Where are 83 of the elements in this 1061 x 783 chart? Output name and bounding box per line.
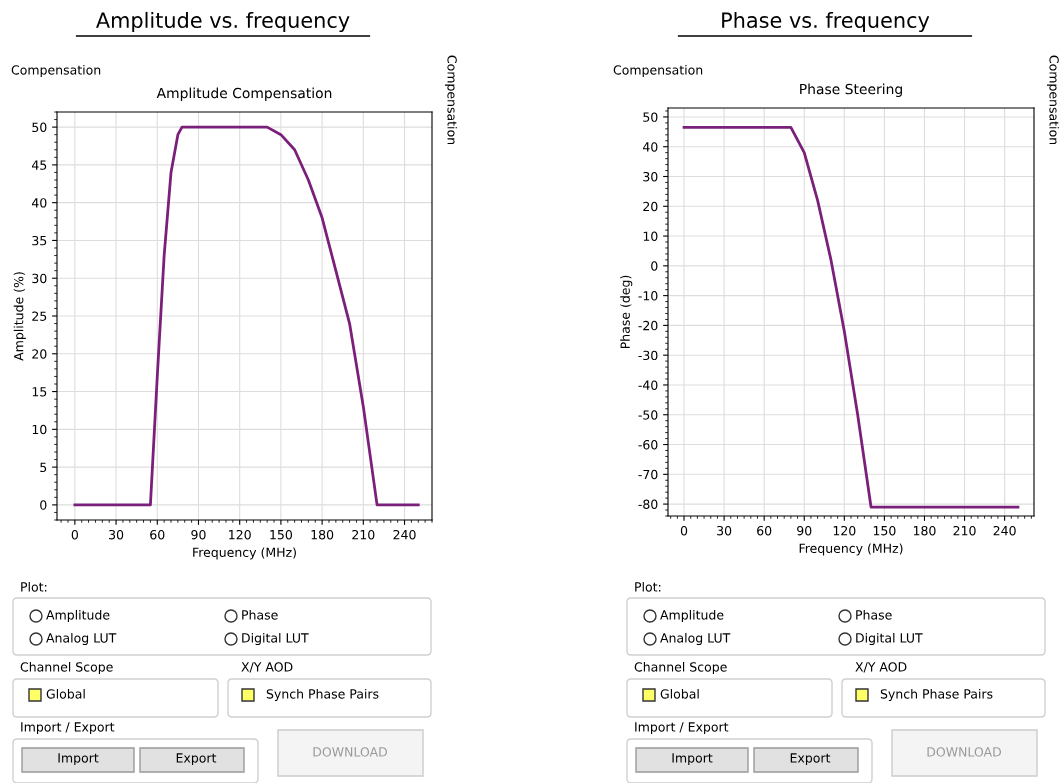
text: Import <box>58 753 99 766</box>
x-tick-label: 210 <box>953 525 976 536</box>
x-tick-label: 90 <box>797 525 812 536</box>
x-tick-label: 90 <box>191 529 206 540</box>
text: DOWNLOAD <box>927 747 1001 757</box>
y-tick-label: 50 <box>32 122 47 133</box>
text: Digital LUT <box>242 632 309 646</box>
x-tick-label: 60 <box>757 525 772 536</box>
x-axis-title: Frequency (MHz) <box>799 543 903 556</box>
text: DOWNLOAD <box>313 747 387 757</box>
text: Import / Export <box>635 722 729 735</box>
text: Global <box>660 688 699 699</box>
x-tick-label: 180 <box>311 529 334 540</box>
text: Digital LUT <box>856 632 923 646</box>
y-tick-label: -20 <box>638 320 658 331</box>
y-tick-label: 45 <box>31 160 47 170</box>
y-tick-label: 10 <box>643 231 658 241</box>
y-tick-label: 20 <box>32 349 47 359</box>
x-tick-label: 30 <box>109 529 124 540</box>
text: Channel Scope <box>20 661 113 675</box>
x-tick-label: 150 <box>873 525 896 536</box>
text: Import <box>672 753 713 766</box>
y-tick-label: 25 <box>32 311 47 321</box>
text: Amplitude <box>660 609 724 623</box>
text: Analog LUT <box>46 632 117 646</box>
x-tick-label: 60 <box>150 529 165 540</box>
chart-title: Amplitude vs. frequency <box>96 11 350 33</box>
y-tick-label: 0 <box>40 500 47 510</box>
y-tick-label: -30 <box>638 350 658 361</box>
chart-subtitle: Amplitude Compensation <box>156 87 332 101</box>
x-tick-label: 120 <box>833 525 856 536</box>
x-tick-label: 180 <box>913 525 936 536</box>
text: Channel Scope <box>634 661 727 675</box>
y-tick-label: 30 <box>643 171 658 182</box>
text: X/Y AOD <box>241 662 293 673</box>
y-tick-label: 15 <box>32 387 47 397</box>
y-tick-label: 20 <box>643 201 658 212</box>
text: Plot: <box>21 581 47 592</box>
text: Plot: <box>635 581 661 592</box>
text: Amplitude <box>46 609 110 623</box>
text: Global <box>46 688 85 699</box>
y-axis-title: Amplitude (%) <box>13 272 26 361</box>
text: Phase <box>856 609 892 620</box>
text: Export <box>790 753 831 766</box>
text: Compensation <box>613 64 703 78</box>
y-tick-label: 0 <box>651 261 658 271</box>
line-series <box>682 125 1020 509</box>
text: Synch Phase Pairs <box>266 688 379 702</box>
chart-subtitle: Phase Steering <box>800 83 902 97</box>
text: Phase <box>242 609 278 620</box>
y-tick-label: 40 <box>642 142 658 152</box>
y-tick-label: 30 <box>32 273 47 284</box>
y-tick-label: -60 <box>638 440 658 450</box>
y-tick-label: -40 <box>638 380 658 390</box>
y-tick-label: 35 <box>32 235 47 246</box>
text: Import / Export <box>21 722 115 735</box>
y-tick-label: 5 <box>40 462 47 473</box>
x-tick-label: 120 <box>229 529 251 540</box>
x-tick-label: 30 <box>717 525 732 536</box>
text: Synch Phase Pairs <box>880 688 993 702</box>
y-tick-label: -50 <box>638 410 658 420</box>
x-axis-title: Frequency (MHz) <box>193 547 296 560</box>
y-tick-label: 10 <box>32 424 47 435</box>
x-tick-label: 150 <box>270 529 292 540</box>
line-series <box>73 125 420 507</box>
text: X/Y AOD <box>855 662 907 673</box>
y-tick-label: 40 <box>31 198 47 208</box>
y-tick-label: -70 <box>638 469 658 480</box>
x-tick-label: 240 <box>393 529 416 540</box>
chart-title: Phase vs. frequency <box>722 11 930 33</box>
text: Compensation <box>444 55 458 145</box>
text: Compensation <box>1046 55 1060 145</box>
text: Compensation <box>11 64 101 78</box>
x-tick-label: 0 <box>680 525 688 536</box>
x-tick-label: 210 <box>352 529 375 540</box>
text: Analog LUT <box>660 632 731 646</box>
y-tick-label: -10 <box>638 291 658 301</box>
x-tick-label: 0 <box>71 529 78 540</box>
y-axis-title: Phase (deg) <box>620 275 633 349</box>
y-tick-label: -80 <box>638 499 658 510</box>
y-tick-label: 50 <box>643 112 658 122</box>
text: Export <box>176 753 217 766</box>
x-tick-label: 240 <box>993 525 1016 536</box>
